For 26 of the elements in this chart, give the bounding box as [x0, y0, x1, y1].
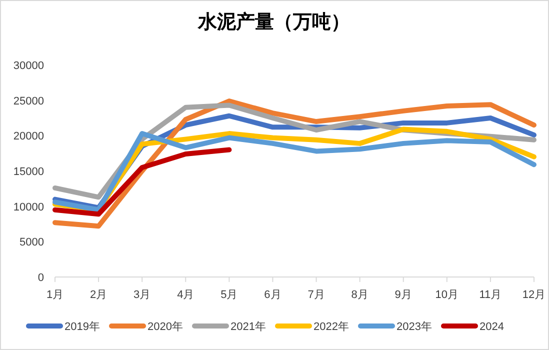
- y-tick-label: 20000: [13, 130, 44, 143]
- x-tick-label: 2月: [90, 289, 108, 301]
- x-tick-label: 5月: [220, 289, 238, 301]
- x-tick-label: 8月: [351, 289, 368, 301]
- legend-label: 2020年: [148, 321, 183, 333]
- legend-label: 2021年: [230, 321, 266, 333]
- y-tick-label: 10000: [13, 201, 44, 214]
- x-tick-label: 3月: [134, 289, 151, 301]
- x-tick-label: 9月: [394, 289, 412, 301]
- x-tick-label: 10月: [435, 289, 459, 301]
- x-tick-label: 7月: [308, 289, 325, 301]
- legend-label: 2019年: [64, 321, 100, 333]
- x-tick-label: 1月: [46, 289, 64, 301]
- y-tick-label: 25000: [13, 95, 44, 108]
- y-tick-label: 15000: [13, 166, 44, 178]
- y-tick-label: 0: [38, 272, 44, 284]
- y-tick-label: 30000: [13, 60, 44, 72]
- y-tick-label: 5000: [20, 236, 44, 249]
- x-tick-label: 12月: [522, 289, 546, 301]
- x-tick-label: 4月: [177, 289, 194, 301]
- x-tick-label: 11月: [479, 289, 502, 301]
- legend-label: 2023年: [396, 321, 432, 333]
- chart-title: 水泥产量（万吨）: [197, 11, 350, 33]
- legend-label: 2024: [480, 321, 504, 333]
- legend-label: 2022年: [314, 321, 349, 333]
- x-tick-label: 6月: [264, 289, 282, 301]
